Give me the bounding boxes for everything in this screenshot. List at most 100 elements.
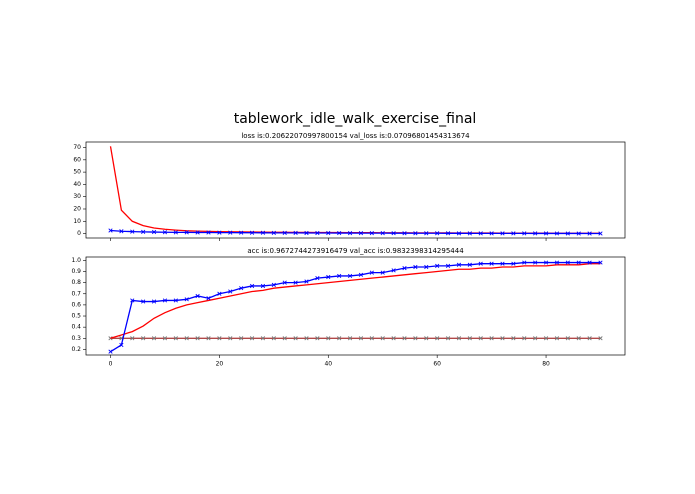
y-tick-label: 10 (73, 218, 81, 225)
point-marker (206, 230, 211, 235)
point-marker (435, 336, 440, 341)
point-marker (424, 336, 429, 341)
point-marker (435, 231, 440, 236)
point-marker (587, 260, 592, 265)
point-marker (151, 336, 157, 341)
point-marker (326, 274, 331, 280)
y-tick-label: 0.3 (71, 335, 81, 342)
point-marker (489, 231, 494, 236)
point-marker (565, 260, 570, 265)
point-marker (456, 262, 462, 267)
point-marker (326, 336, 331, 341)
subplot-title: acc is:0.9672744273916479 val_acc is:0.9… (247, 247, 464, 255)
point-marker (478, 336, 483, 341)
point-marker (358, 336, 364, 341)
point-marker (108, 349, 113, 354)
point-marker (543, 231, 549, 236)
point-marker (173, 336, 178, 341)
y-tick-label: 1.0 (71, 257, 81, 264)
point-marker (543, 260, 549, 265)
point-marker (522, 260, 527, 265)
point-marker (358, 272, 364, 277)
point-marker (424, 231, 429, 236)
point-marker (260, 230, 266, 235)
point-marker (489, 336, 494, 341)
x-tick-label: 80 (542, 361, 550, 368)
point-marker (380, 270, 385, 275)
point-marker (522, 336, 527, 341)
point-marker (184, 336, 189, 341)
point-marker (554, 231, 560, 236)
point-marker (217, 291, 222, 296)
point-marker (271, 230, 276, 235)
y-tick-label: 20 (73, 205, 81, 212)
point-marker (228, 230, 233, 235)
point-marker (271, 336, 276, 341)
point-marker (380, 231, 385, 236)
point-marker (260, 336, 266, 341)
point-marker (467, 336, 472, 341)
point-marker (141, 229, 146, 234)
point-marker (195, 293, 200, 299)
point-marker (249, 336, 255, 341)
point-marker (347, 230, 353, 236)
point-marker (249, 283, 255, 289)
x-tick-label: 20 (216, 361, 224, 368)
point-marker (282, 280, 287, 285)
point-marker (184, 230, 189, 235)
point-marker (533, 336, 538, 341)
point-marker (598, 336, 603, 341)
point-marker (467, 262, 472, 267)
y-tick-label: 0.7 (71, 290, 81, 297)
point-marker (162, 336, 168, 341)
point-marker (598, 260, 603, 265)
y-tick-label: 0.5 (71, 313, 81, 320)
y-tick-label: 40 (73, 181, 81, 188)
point-marker (554, 260, 560, 265)
point-marker (500, 261, 505, 266)
point-marker (565, 336, 570, 341)
point-marker (358, 230, 364, 236)
y-tick-label: 30 (73, 193, 81, 200)
y-tick-label: 0.4 (71, 324, 81, 331)
point-marker (576, 336, 581, 341)
point-marker (239, 230, 244, 235)
point-marker (293, 280, 298, 285)
point-marker (456, 231, 462, 236)
point-marker (587, 231, 592, 236)
point-marker (195, 230, 200, 235)
point-marker (141, 299, 146, 304)
series-line (110, 229, 601, 235)
point-marker (435, 263, 440, 269)
point-marker (217, 230, 222, 235)
point-marker (369, 270, 374, 275)
subplot-title: loss is:0.20622070997800154 val_loss is:… (241, 132, 470, 140)
point-marker (282, 230, 287, 235)
point-marker (543, 336, 549, 341)
point-marker (445, 336, 451, 341)
figure-title: tablework_idle_walk_exercise_final (234, 111, 477, 127)
point-marker (206, 296, 211, 301)
point-marker (108, 228, 113, 233)
point-marker (315, 336, 320, 341)
point-marker (402, 231, 407, 236)
y-tick-label: 0.9 (71, 268, 81, 275)
point-marker (315, 230, 320, 236)
point-marker (445, 263, 451, 269)
y-tick-label: 0.2 (71, 346, 81, 353)
point-marker (576, 260, 581, 265)
point-marker (249, 230, 255, 235)
point-marker (151, 299, 157, 304)
y-tick-label: 60 (73, 156, 81, 163)
y-tick-label: 70 (73, 144, 81, 151)
point-marker (304, 336, 309, 341)
point-marker (293, 336, 298, 341)
point-marker (424, 264, 429, 270)
point-marker (119, 342, 124, 348)
point-marker (151, 229, 157, 235)
point-marker (162, 230, 168, 235)
point-marker (228, 289, 233, 294)
point-marker (369, 231, 374, 236)
